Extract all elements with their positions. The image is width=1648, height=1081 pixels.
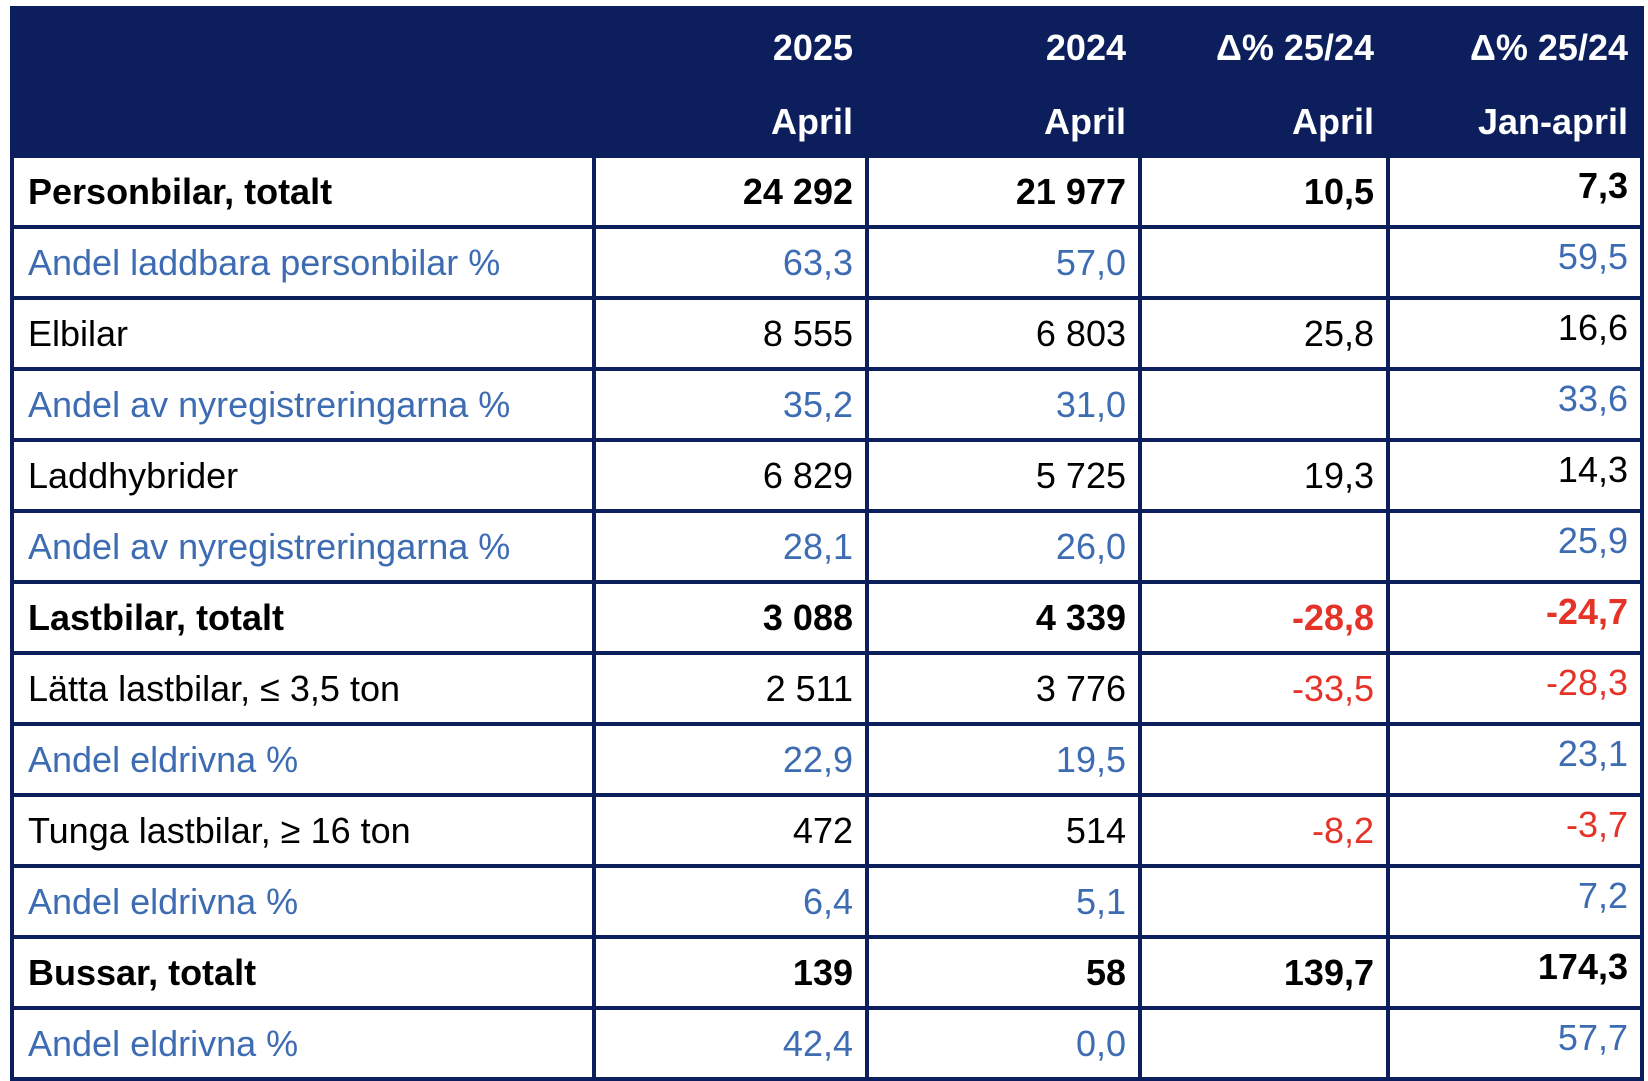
value-cell: -33,5 [1138, 651, 1390, 726]
header-cell: Δ% 25/24 [1386, 6, 1644, 90]
header-row-period: April April April Jan-april [10, 86, 1644, 158]
value-cell: -28,3 [1386, 651, 1644, 726]
value-cell: 6,4 [592, 864, 869, 939]
value-cell: 3 776 [865, 651, 1142, 726]
table-row: Lätta lastbilar, ≤ 3,5 ton 2 511 3 776 -33,… [10, 651, 1644, 726]
row-label: Personbilar, totalt [10, 154, 596, 229]
value-cell: 5 725 [865, 438, 1142, 513]
value-cell: -28,8 [1138, 580, 1390, 655]
value-cell: 57,7 [1386, 1006, 1644, 1081]
value-cell: 35,2 [592, 367, 869, 442]
value-cell [1138, 722, 1390, 797]
value-cell: 7,2 [1386, 864, 1644, 939]
value-cell: 139,7 [1138, 935, 1390, 1010]
value-cell: -8,2 [1138, 793, 1390, 868]
row-label: Andel eldrivna % [10, 722, 596, 797]
value-cell: 59,5 [1386, 225, 1644, 300]
header-cell: April [865, 86, 1142, 158]
value-cell: 4 339 [865, 580, 1142, 655]
table-row: Andel eldrivna % 22,9 19,5 23,1 [10, 722, 1644, 797]
value-cell: 23,1 [1386, 722, 1644, 797]
table-row: Laddhybrider 6 829 5 725 19,3 14,3 [10, 438, 1644, 513]
header-cell: 2025 [592, 6, 869, 90]
row-label: Laddhybrider [10, 438, 596, 513]
value-cell: 174,3 [1386, 935, 1644, 1010]
value-cell: 3 088 [592, 580, 869, 655]
header-row-year: 2025 2024 Δ% 25/24 Δ% 25/24 [10, 6, 1644, 90]
value-cell: 57,0 [865, 225, 1142, 300]
value-cell: 6 829 [592, 438, 869, 513]
row-label: Lastbilar, totalt [10, 580, 596, 655]
value-cell: 31,0 [865, 367, 1142, 442]
value-cell: 19,5 [865, 722, 1142, 797]
value-cell [1138, 367, 1390, 442]
value-cell: 14,3 [1386, 438, 1644, 513]
registration-stats-table: 2025 2024 Δ% 25/24 Δ% 25/24 April April … [10, 6, 1644, 1081]
value-cell: 19,3 [1138, 438, 1390, 513]
row-label: Andel av nyregistreringarna % [10, 367, 596, 442]
value-cell: 25,9 [1386, 509, 1644, 584]
value-cell: 22,9 [592, 722, 869, 797]
table-row: Andel av nyregistreringarna % 28,1 26,0 25,… [10, 509, 1644, 584]
value-cell: -3,7 [1386, 793, 1644, 868]
row-label: Lätta lastbilar, ≤ 3,5 ton [10, 651, 596, 726]
value-cell: 21 977 [865, 154, 1142, 229]
value-cell: 10,5 [1138, 154, 1390, 229]
row-label: Andel av nyregistreringarna % [10, 509, 596, 584]
header-cell: April [592, 86, 869, 158]
table-row: Andel av nyregistreringarna % 35,2 31,0 33,… [10, 367, 1644, 442]
table-row: Andel eldrivna % 42,4 0,0 57,7 [10, 1006, 1644, 1081]
header-cell [10, 86, 596, 158]
row-label: Andel laddbara personbilar % [10, 225, 596, 300]
value-cell: 33,6 [1386, 367, 1644, 442]
table-header: 2025 2024 Δ% 25/24 Δ% 25/24 April April … [10, 6, 1644, 158]
value-cell: 7,3 [1386, 154, 1644, 229]
value-cell: 2 511 [592, 651, 869, 726]
table-row: Elbilar 8 555 6 803 25,8 16,6 [10, 296, 1644, 371]
value-cell: 0,0 [865, 1006, 1142, 1081]
value-cell [1138, 509, 1390, 584]
row-label: Elbilar [10, 296, 596, 371]
table-row: Personbilar, totalt 24 292 21 977 10,5 7,3 [10, 154, 1644, 229]
value-cell: 63,3 [592, 225, 869, 300]
value-cell: 25,8 [1138, 296, 1390, 371]
header-cell: 2024 [865, 6, 1142, 90]
value-cell [1138, 864, 1390, 939]
row-label: Tunga lastbilar, ≥ 16 ton [10, 793, 596, 868]
row-label: Andel eldrivna % [10, 864, 596, 939]
header-cell: April [1138, 86, 1390, 158]
value-cell: 472 [592, 793, 869, 868]
value-cell [1138, 1006, 1390, 1081]
value-cell: 514 [865, 793, 1142, 868]
table-row: Andel laddbara personbilar % 63,3 57,0 59,5 [10, 225, 1644, 300]
header-cell: Δ% 25/24 [1138, 6, 1390, 90]
table-body: Personbilar, totalt 24 292 21 977 10,5 7,3 An… [10, 154, 1644, 1081]
value-cell: 16,6 [1386, 296, 1644, 371]
value-cell: 24 292 [592, 154, 869, 229]
value-cell: 8 555 [592, 296, 869, 371]
value-cell: 42,4 [592, 1006, 869, 1081]
value-cell: 26,0 [865, 509, 1142, 584]
value-cell: 58 [865, 935, 1142, 1010]
value-cell: 5,1 [865, 864, 1142, 939]
value-cell: -24,7 [1386, 580, 1644, 655]
table-row: Lastbilar, totalt 3 088 4 339 -28,8 -24,7 [10, 580, 1644, 655]
value-cell [1138, 225, 1390, 300]
header-cell: Jan-april [1386, 86, 1644, 158]
row-label: Andel eldrivna % [10, 1006, 596, 1081]
value-cell: 139 [592, 935, 869, 1010]
value-cell: 28,1 [592, 509, 869, 584]
table-row: Andel eldrivna % 6,4 5,1 7,2 [10, 864, 1644, 939]
row-label: Bussar, totalt [10, 935, 596, 1010]
header-cell [10, 6, 596, 90]
table-row: Bussar, totalt 139 58 139,7 174,3 [10, 935, 1644, 1010]
value-cell: 6 803 [865, 296, 1142, 371]
table-row: Tunga lastbilar, ≥ 16 ton 472 514 -8,2 -3,7 [10, 793, 1644, 868]
